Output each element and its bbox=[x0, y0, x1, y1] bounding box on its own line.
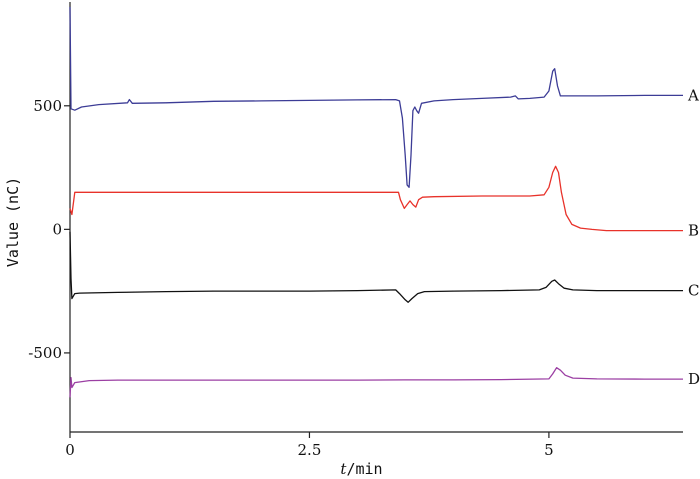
series-a-line bbox=[69, 6, 683, 188]
x-tick-label: 5 bbox=[544, 441, 554, 459]
x-tick-label: 2.5 bbox=[298, 441, 322, 459]
series-b-line bbox=[69, 165, 683, 232]
series-d-label: D bbox=[688, 370, 700, 388]
y-tick-label: 500 bbox=[33, 97, 62, 115]
series-labels: A B C D bbox=[687, 86, 700, 388]
ticks: 500 0 -500 0 2.5 5 bbox=[28, 97, 553, 459]
traces bbox=[69, 6, 683, 398]
series-c-line bbox=[69, 231, 683, 303]
x-axis-title: t/min bbox=[340, 460, 382, 478]
series-d-line bbox=[69, 367, 683, 398]
axes bbox=[69, 2, 683, 433]
series-a-label: A bbox=[687, 86, 699, 104]
x-axis-title-variable: t bbox=[340, 460, 347, 478]
series-c-label: C bbox=[688, 282, 699, 300]
y-axis-title: Value (nC) bbox=[4, 177, 22, 267]
x-tick-label: 0 bbox=[65, 441, 75, 459]
y-tick-label: 0 bbox=[52, 220, 62, 238]
y-tick-label: -500 bbox=[28, 344, 62, 362]
x-axis-title-unit: /min bbox=[346, 460, 382, 478]
series-b-label: B bbox=[688, 222, 699, 240]
